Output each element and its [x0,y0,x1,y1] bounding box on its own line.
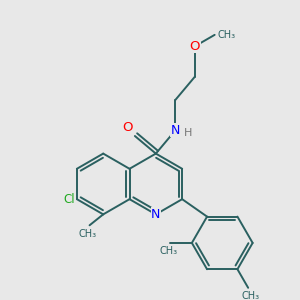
Text: O: O [122,121,133,134]
Text: O: O [190,40,200,53]
Text: CH₃: CH₃ [218,30,236,40]
Text: N: N [171,124,180,137]
Text: CH₃: CH₃ [241,291,259,300]
Text: H: H [184,128,192,138]
Text: CH₃: CH₃ [79,229,97,239]
Text: Cl: Cl [63,193,75,206]
Text: CH₃: CH₃ [159,246,178,256]
Text: N: N [151,208,160,221]
